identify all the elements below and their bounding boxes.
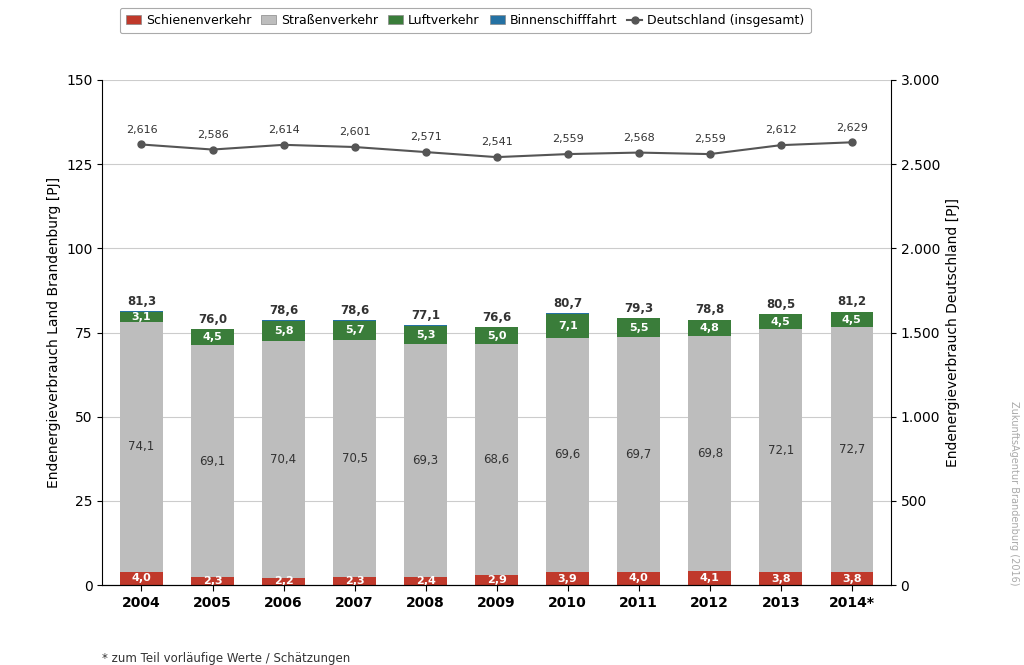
- Text: 69,1: 69,1: [200, 455, 225, 467]
- Text: 5,3: 5,3: [416, 330, 435, 340]
- Bar: [404, 577, 446, 585]
- Text: 2,559: 2,559: [552, 134, 584, 144]
- Bar: [547, 314, 589, 338]
- Text: 78,6: 78,6: [340, 304, 370, 317]
- Text: 2,4: 2,4: [416, 576, 435, 586]
- Text: 2,571: 2,571: [410, 132, 441, 142]
- Text: 70,5: 70,5: [342, 452, 368, 466]
- Text: 80,7: 80,7: [553, 297, 583, 310]
- Bar: [333, 577, 376, 585]
- Bar: [404, 344, 446, 577]
- Text: 69,3: 69,3: [413, 454, 438, 467]
- Bar: [617, 572, 660, 585]
- Bar: [830, 573, 873, 585]
- Text: 2,559: 2,559: [694, 134, 726, 144]
- Text: 4,5: 4,5: [771, 317, 791, 327]
- Text: 3,1: 3,1: [132, 312, 152, 322]
- Text: 2,586: 2,586: [197, 130, 228, 140]
- Text: 3,8: 3,8: [842, 574, 861, 584]
- Text: 78,8: 78,8: [695, 303, 724, 317]
- Text: 2,612: 2,612: [765, 126, 797, 136]
- Text: 69,6: 69,6: [555, 448, 581, 462]
- Bar: [262, 340, 305, 578]
- Text: 2,3: 2,3: [345, 577, 365, 587]
- Bar: [617, 319, 660, 337]
- Text: 2,568: 2,568: [623, 133, 654, 143]
- Y-axis label: Endenergieverbrauch Land Brandenburg [PJ]: Endenergieverbrauch Land Brandenburg [PJ…: [47, 177, 60, 488]
- Text: 72,7: 72,7: [839, 444, 865, 456]
- Text: 5,8: 5,8: [273, 326, 293, 336]
- Bar: [617, 337, 660, 572]
- Text: 77,1: 77,1: [411, 309, 440, 322]
- Text: 76,0: 76,0: [198, 313, 227, 326]
- Text: 70,4: 70,4: [270, 453, 297, 465]
- Bar: [262, 321, 305, 340]
- Text: 5,7: 5,7: [345, 325, 365, 335]
- Text: 68,6: 68,6: [483, 454, 510, 466]
- Text: 2,9: 2,9: [486, 575, 507, 585]
- Text: 3,8: 3,8: [771, 574, 791, 584]
- Bar: [688, 336, 731, 571]
- Text: 5,0: 5,0: [486, 331, 507, 341]
- Text: 81,3: 81,3: [127, 295, 156, 308]
- Text: 72,1: 72,1: [768, 444, 794, 458]
- Bar: [475, 327, 518, 344]
- Text: 4,5: 4,5: [203, 332, 222, 342]
- Bar: [830, 312, 873, 313]
- Bar: [191, 329, 233, 344]
- Text: 2,629: 2,629: [836, 122, 867, 132]
- Bar: [333, 340, 376, 577]
- Text: 5,5: 5,5: [629, 323, 648, 332]
- Legend: Schienenverkehr, Straßenverkehr, Luftverkehr, Binnenschifffahrt, Deutschland (in: Schienenverkehr, Straßenverkehr, Luftver…: [120, 8, 811, 33]
- Text: 2,3: 2,3: [203, 577, 222, 587]
- Text: 69,7: 69,7: [626, 448, 652, 461]
- Text: ZukunftsAgentur Brandenburg (2016): ZukunftsAgentur Brandenburg (2016): [1009, 401, 1019, 585]
- Bar: [830, 313, 873, 327]
- Bar: [547, 338, 589, 572]
- Text: 2,601: 2,601: [339, 127, 371, 137]
- Text: 2,2: 2,2: [273, 577, 294, 587]
- Text: 81,2: 81,2: [838, 295, 866, 309]
- Bar: [191, 344, 233, 577]
- Text: 69,8: 69,8: [696, 448, 723, 460]
- Bar: [120, 312, 163, 322]
- Text: 79,3: 79,3: [625, 302, 653, 315]
- Bar: [760, 573, 802, 585]
- Bar: [262, 578, 305, 585]
- Bar: [475, 344, 518, 575]
- Text: * zum Teil vorläufige Werte / Schätzungen: * zum Teil vorläufige Werte / Schätzunge…: [102, 652, 350, 665]
- Text: 2,541: 2,541: [480, 138, 513, 148]
- Bar: [333, 321, 376, 340]
- Bar: [760, 329, 802, 573]
- Text: 4,1: 4,1: [699, 573, 720, 583]
- Bar: [688, 320, 731, 336]
- Bar: [760, 315, 802, 329]
- Bar: [120, 322, 163, 572]
- Bar: [404, 326, 446, 344]
- Bar: [475, 575, 518, 585]
- Y-axis label: Endenergieverbrauch Deutschland [PJ]: Endenergieverbrauch Deutschland [PJ]: [945, 198, 959, 467]
- Bar: [191, 577, 233, 585]
- Text: 80,5: 80,5: [766, 298, 796, 311]
- Bar: [688, 571, 731, 585]
- Bar: [120, 572, 163, 585]
- Text: 76,6: 76,6: [482, 311, 511, 324]
- Text: 2,616: 2,616: [126, 125, 158, 135]
- Text: 4,0: 4,0: [132, 573, 152, 583]
- Text: 2,614: 2,614: [267, 125, 299, 135]
- Text: 74,1: 74,1: [128, 440, 155, 454]
- Text: 78,6: 78,6: [269, 304, 298, 317]
- Bar: [547, 572, 589, 585]
- Text: 3,9: 3,9: [558, 574, 578, 584]
- Text: 4,0: 4,0: [629, 573, 648, 583]
- Text: 4,8: 4,8: [699, 323, 720, 333]
- Bar: [830, 327, 873, 573]
- Text: 7,1: 7,1: [558, 321, 578, 331]
- Text: 4,5: 4,5: [842, 315, 861, 325]
